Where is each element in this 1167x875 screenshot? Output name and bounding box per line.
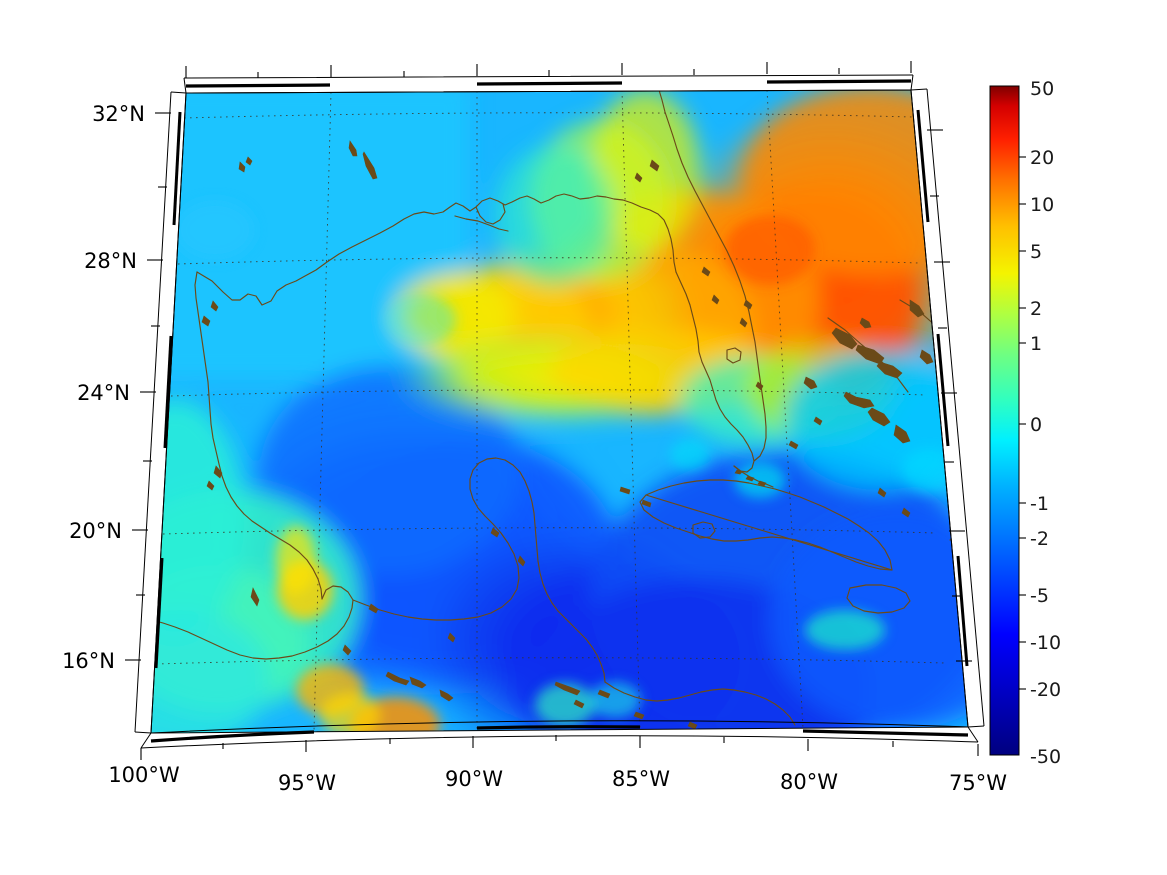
x-axis-labels: 100°W 95°W 90°W 85°W 80°W 75°W — [108, 763, 1007, 795]
coastline-cuba — [639, 479, 893, 571]
frame-bottom-ticks — [140, 735, 979, 760]
colorbar-label-2: 10 — [1030, 194, 1054, 216]
colorbar-tick-labels: 50 20 10 5 2 1 0 -1 -2 -5 -10 -20 -50 — [1030, 78, 1061, 768]
x-tick-label-2: 90°W — [445, 767, 503, 791]
frame-right-ticks — [927, 129, 972, 662]
colorbar-label-3: 5 — [1030, 241, 1042, 263]
colorbar-label-5: 1 — [1030, 333, 1042, 355]
coastline-bahama-bank — [827, 317, 909, 393]
colorbar-label-11: -20 — [1030, 679, 1061, 701]
y-axis-labels: 32°N 28°N 24°N 20°N 16°N — [62, 102, 145, 673]
coastline-small-islands — [201, 140, 911, 730]
colorbar-label-8: -2 — [1030, 528, 1049, 550]
coastline-florida-keys — [733, 465, 774, 488]
y-tick-label-1: 28°N — [84, 249, 137, 273]
gridline-lat-16 — [155, 657, 945, 665]
gridline-lon-80 — [766, 90, 804, 729]
field-detail — [175, 200, 958, 733]
coastlines — [151, 90, 968, 730]
frame-top-barbs — [185, 79, 912, 88]
coastline-central-america — [604, 681, 796, 726]
x-tick-label-5: 75°W — [949, 771, 1007, 795]
coastline-isla-juventud — [692, 521, 716, 539]
frame-bottom-inner — [150, 720, 969, 734]
coastline-mexico-east — [194, 271, 323, 600]
colorbar-label-10: -10 — [1030, 632, 1061, 654]
x-tick-label-4: 80°W — [780, 770, 838, 794]
colorbar[interactable]: 50 20 10 5 2 1 0 -1 -2 -5 -10 -20 -50 — [989, 78, 1061, 768]
x-tick-label-0: 100°W — [108, 763, 180, 787]
frame-right-inner — [910, 89, 969, 728]
colorbar-label-1: 20 — [1030, 147, 1054, 169]
frame-left-barbs — [154, 111, 182, 669]
gridline-lat-32 — [183, 112, 914, 119]
coastline-mexico-south — [151, 585, 354, 660]
coastline-mississippi-delta — [475, 203, 506, 225]
data-field — [151, 90, 968, 733]
colorbar-label-9: -5 — [1030, 585, 1049, 607]
coastline-lake-okeechobee — [726, 347, 742, 364]
frame-top-ticks — [185, 61, 912, 78]
colorbar-label-0: 50 — [1030, 78, 1054, 100]
map-frame — [125, 61, 985, 760]
coastline-florida — [658, 90, 767, 473]
frame-bottom-barbs — [150, 725, 969, 743]
x-tick-label-3: 85°W — [612, 767, 670, 791]
colorbar-gradient[interactable] — [989, 85, 1020, 756]
y-tick-label-2: 24°N — [77, 381, 130, 405]
gridline-lat-24 — [170, 389, 927, 397]
y-tick-label-3: 20°N — [69, 519, 122, 543]
colorbar-label-12: -50 — [1030, 746, 1061, 768]
frame-bottom-outer — [140, 735, 979, 749]
frame-left-ticks — [125, 112, 171, 661]
coastline-jamaica — [846, 584, 911, 614]
colorbar-ticks — [1019, 156, 1026, 690]
y-tick-label-4: 16°N — [62, 649, 115, 673]
frame-right-outer — [926, 88, 985, 727]
coastline-barrier-islands-la — [454, 215, 509, 232]
colorbar-label-7: -1 — [1030, 493, 1049, 515]
x-tick-label-1: 95°W — [278, 771, 336, 795]
coastline-yucatan — [352, 457, 606, 683]
colorbar-label-6: 0 — [1030, 414, 1042, 436]
frame-right-barbs — [916, 109, 969, 667]
frame-top-lines — [183, 74, 914, 94]
colorbar-label-4: 2 — [1030, 298, 1042, 320]
frame-left-outer — [134, 91, 172, 733]
y-tick-label-0: 32°N — [92, 102, 145, 126]
